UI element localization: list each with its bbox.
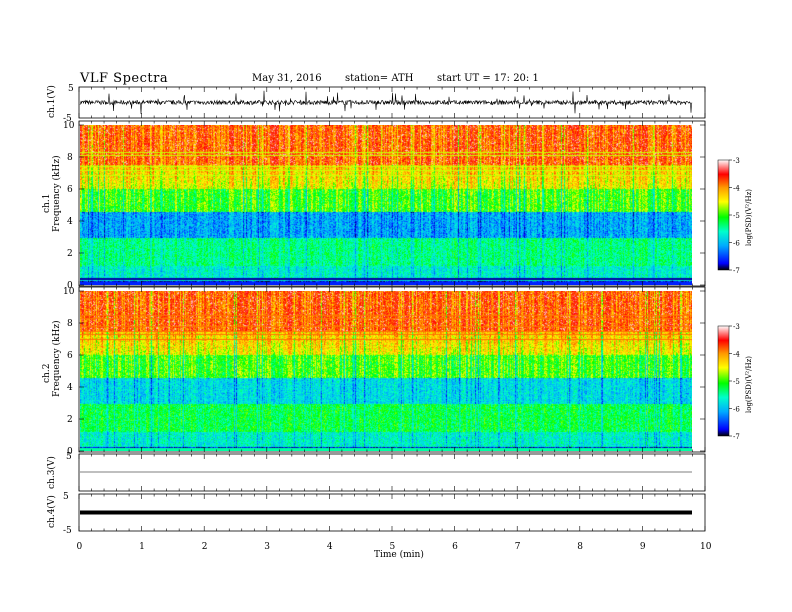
ch3-ytick-top: 5 (66, 452, 72, 462)
freq-tick-label: 0 (67, 447, 73, 457)
ch2-colorbar-label: log(PSD)(V²/Hz) (745, 356, 753, 413)
colorbar-tick-label: -3 (733, 157, 740, 165)
x-axis-label: Time (min) (374, 549, 424, 560)
colorbar-tick-label: -7 (733, 267, 740, 275)
date-label: May 31, 2016 (252, 73, 322, 84)
ch3-waveform-panel: 5 ch.3(V) (46, 452, 706, 492)
start-time-label: start UT = 17: 20: 1 (437, 73, 539, 84)
x-tick-label: 7 (515, 542, 521, 552)
colorbar-tick-label: -4 (733, 351, 740, 359)
x-tick-label: 9 (640, 542, 646, 552)
ch4-ytick-top: 5 (63, 492, 69, 502)
ch2-spec-ylabel-top: ch.2 (42, 364, 52, 383)
x-tick-label: 6 (452, 542, 458, 552)
freq-tick-label: 10 (63, 121, 75, 131)
colorbar-tick-label: -7 (733, 433, 740, 441)
x-tick-label: 2 (202, 542, 208, 552)
freq-tick-label: 6 (67, 351, 73, 361)
freq-tick-label: 8 (67, 153, 73, 163)
ch2-spectrogram-image (80, 291, 692, 451)
ch1-waveform-panel: 5 -5 ch.1(V) (46, 84, 706, 124)
colorbar-tick-label: -4 (733, 185, 740, 193)
ch1-ytick-bottom: -5 (63, 114, 72, 124)
colorbar-tick-label: -6 (733, 406, 740, 414)
freq-tick-label: 2 (67, 415, 73, 425)
ch4-ytick-bottom: -5 (63, 526, 72, 536)
x-tick-label: 8 (577, 542, 583, 552)
ch1-waveform-line (79, 90, 693, 115)
x-tick-label: 1 (139, 542, 145, 552)
station-label: station= ATH (345, 73, 414, 84)
ch4-waveform-panel: 5 -5 ch.4(V) (46, 492, 706, 536)
x-tick-label: 3 (264, 542, 270, 552)
colorbar-tick-label: -3 (733, 323, 740, 331)
freq-tick-label: 4 (67, 217, 73, 227)
freq-tick-label: 0 (67, 281, 73, 291)
x-tick-label: 10 (700, 542, 712, 552)
freq-tick-label: 8 (67, 319, 73, 329)
ch1-spec-ylabel-top: ch.1 (42, 194, 52, 213)
colorbar-tick-label: -5 (733, 378, 740, 386)
x-tick-label: 5 (390, 542, 396, 552)
freq-tick-label: 4 (67, 383, 73, 393)
colorbar-tick-label: -5 (733, 212, 740, 220)
ch1-ylabel: ch.1(V) (46, 85, 57, 118)
ch2-colorbar (717, 325, 730, 437)
freq-tick-label: 10 (63, 287, 75, 297)
colorbar-tick-label: -6 (733, 240, 740, 248)
x-tick-label: 4 (327, 542, 333, 552)
freq-tick-label: 6 (67, 185, 73, 195)
ch1-colorbar-label: log(PSD)(V²/Hz) (745, 189, 753, 246)
x-tick-label: 0 (77, 542, 83, 552)
ch1-spectrogram-image (80, 125, 692, 285)
freq-tick-label: 2 (67, 249, 73, 259)
ch1-spec-ylabel: Frequency (kHz) (51, 155, 62, 232)
plot-title: VLF Spectra (80, 71, 169, 86)
ch4-ylabel: ch.4(V) (46, 495, 57, 528)
ch1-ytick-top: 5 (68, 84, 74, 94)
ch2-spec-ylabel: Frequency (kHz) (51, 320, 62, 397)
ch1-colorbar (717, 159, 730, 271)
ch3-ylabel: ch.3(V) (46, 456, 57, 489)
time-ticks (78, 87, 706, 531)
x-tick-labels: 0 1 2 3 4 5 6 7 8 9 10 (77, 542, 712, 552)
